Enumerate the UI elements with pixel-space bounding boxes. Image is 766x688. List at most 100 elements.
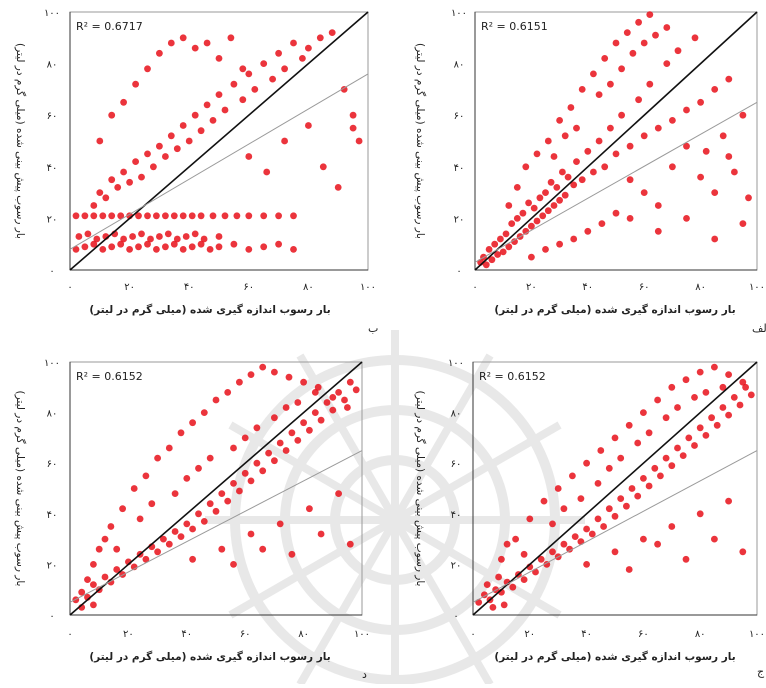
x-tick-label: ۲۰ — [124, 282, 135, 293]
data-point — [154, 548, 162, 556]
data-point — [75, 233, 83, 240]
data-point — [290, 212, 297, 220]
r-squared-label: R² = 0.6152 — [76, 370, 143, 383]
data-point — [550, 153, 558, 160]
data-point — [183, 520, 191, 528]
data-point — [323, 399, 331, 406]
data-point — [260, 60, 268, 67]
data-point — [290, 39, 297, 47]
data-point — [597, 447, 605, 454]
data-point — [542, 189, 549, 197]
data-point — [578, 176, 586, 184]
data-point — [683, 106, 690, 114]
y-tick-label: ۱۰۰ — [448, 358, 464, 369]
data-point — [206, 500, 214, 508]
data-point — [663, 60, 671, 67]
data-point — [611, 434, 619, 442]
data-point — [142, 472, 150, 480]
data-point — [251, 86, 259, 93]
data-point — [513, 184, 521, 191]
data-point — [212, 396, 220, 404]
data-point — [537, 555, 545, 563]
data-point — [230, 80, 238, 88]
data-point — [138, 230, 145, 238]
data-point — [679, 452, 687, 459]
data-point — [236, 378, 243, 386]
data-point — [556, 196, 563, 204]
data-point — [497, 235, 504, 243]
data-point — [654, 396, 661, 404]
x-tick-label: ۸۰ — [695, 629, 706, 640]
data-point — [719, 132, 727, 140]
data-point — [182, 233, 190, 240]
data-point — [542, 246, 549, 253]
data-point — [646, 80, 654, 88]
data-point — [179, 122, 187, 129]
data-point — [271, 414, 278, 422]
data-point — [236, 487, 243, 495]
data-point — [530, 204, 538, 212]
data-point — [663, 24, 671, 31]
data-point — [584, 227, 592, 235]
data-point — [300, 378, 307, 386]
data-point — [294, 399, 302, 406]
data-point — [233, 212, 241, 220]
data-point — [554, 485, 562, 492]
data-point — [640, 535, 647, 543]
data-point — [522, 163, 530, 171]
data-point — [90, 561, 97, 568]
x-tick-label: ۴۰ — [581, 629, 592, 640]
data-point — [108, 111, 116, 119]
data-point — [573, 124, 580, 132]
data-point — [132, 80, 140, 88]
data-point — [725, 75, 733, 83]
data-point — [668, 523, 676, 530]
data-point — [657, 472, 664, 480]
data-point — [245, 70, 253, 78]
data-point — [584, 147, 592, 155]
data-point — [245, 212, 253, 220]
scatter-panel-jim: ۰ ۲۰ ۴۰ ۶۰ ۸۰ ۱۰۰ ۰ ۲۰ ۴۰ ۶۰ ۸۰ ۱۰۰ R² = 0.6152 بار ر… — [414, 358, 765, 678]
data-point — [335, 490, 342, 497]
data-point — [329, 406, 337, 414]
data-point — [253, 424, 261, 432]
data-point — [162, 212, 169, 220]
data-point — [165, 444, 173, 452]
data-point — [598, 220, 606, 228]
data-point — [224, 389, 232, 396]
data-point — [282, 404, 290, 411]
data-point — [96, 189, 104, 197]
data-point — [725, 411, 732, 419]
data-point — [191, 44, 199, 52]
x-tick-label: ۴۰ — [184, 282, 195, 293]
watermark-ring — [230, 355, 560, 685]
data-point — [101, 535, 109, 543]
data-point — [543, 561, 551, 568]
y-tick-label: ۰ — [49, 611, 54, 622]
data-point — [72, 212, 80, 220]
data-point — [520, 550, 528, 558]
data-point — [171, 490, 179, 497]
x-tick-label: ۸۰ — [303, 282, 314, 293]
data-point — [346, 378, 354, 386]
data-point — [269, 75, 276, 83]
x-axis-title: بار رسوب اندازه گیری شده (میلی گرم در لی… — [494, 650, 735, 663]
points-group — [72, 29, 363, 253]
data-point — [183, 475, 191, 482]
data-point — [711, 535, 718, 543]
data-point — [742, 383, 749, 391]
data-point — [566, 545, 573, 553]
data-point — [556, 240, 563, 248]
data-point — [147, 235, 154, 243]
data-point — [618, 65, 625, 73]
data-point — [197, 127, 205, 135]
data-point — [485, 246, 493, 253]
data-point — [494, 251, 501, 258]
data-point — [739, 111, 747, 119]
data-point — [95, 545, 103, 553]
y-tick-label: ۰ — [49, 266, 54, 277]
data-point — [247, 477, 255, 485]
data-point — [544, 207, 552, 215]
data-point — [241, 469, 249, 477]
x-tick-label: ۱۰۰ — [749, 282, 765, 293]
